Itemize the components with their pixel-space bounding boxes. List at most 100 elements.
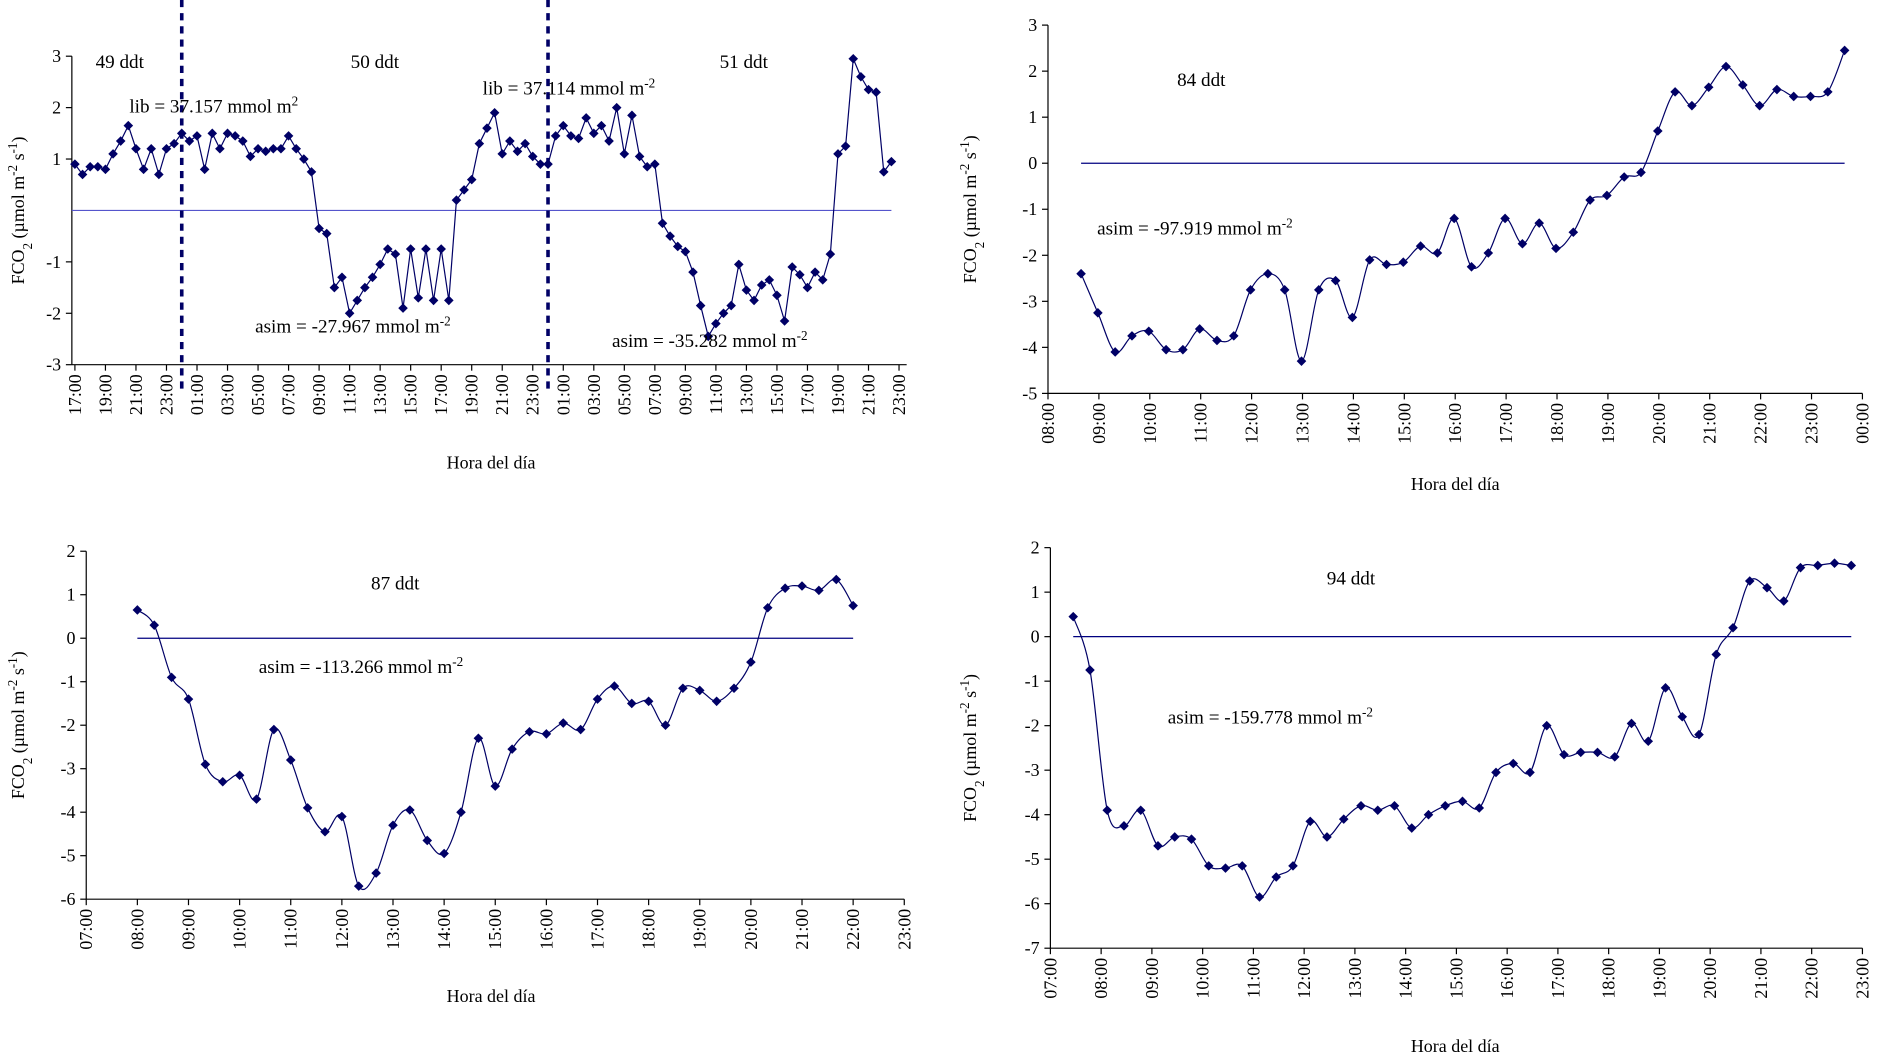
data-point: [733, 259, 744, 270]
data-point: [1754, 100, 1765, 111]
y-axis-title-part: (µmol m: [8, 176, 29, 243]
data-point: [1677, 711, 1688, 722]
data-point: [1330, 275, 1341, 286]
data-point: [456, 807, 466, 817]
y-axis-title-part: 2: [972, 780, 987, 787]
x-tick-label: 05:00: [614, 374, 634, 415]
data-point: [268, 143, 279, 154]
data-point: [817, 275, 828, 285]
x-tick-label: 17:00: [587, 909, 607, 950]
data-point: [1711, 649, 1722, 660]
data-point: [672, 241, 683, 252]
y-tick-label: -1: [1025, 671, 1040, 691]
data-point: [1449, 213, 1459, 224]
annotation-sup: -2: [1362, 704, 1373, 719]
data-point: [353, 881, 364, 891]
data-point: [634, 151, 645, 162]
y-axis-title-part: FCO: [8, 764, 28, 799]
annotation: asim = -159.778 mmol m-2: [1168, 704, 1373, 728]
x-tick-label: 20:00: [1649, 403, 1669, 444]
x-tick-label: 07:00: [1040, 958, 1060, 999]
x-tick-label: 21:00: [492, 374, 512, 415]
y-tick-label: 3: [52, 46, 61, 66]
annotation-text: 51 ddt: [720, 52, 769, 73]
data-point: [780, 583, 790, 593]
data-point: [619, 149, 630, 159]
annotation: 94 ddt: [1327, 569, 1376, 590]
data-point: [1500, 213, 1510, 224]
data-point: [1839, 45, 1850, 56]
data-point: [1127, 331, 1137, 341]
annotation-sup: -2: [440, 313, 451, 328]
annotation-text: 94 ddt: [1327, 569, 1376, 590]
data-point: [1169, 832, 1180, 842]
data-point: [1085, 665, 1095, 675]
x-tick-label: 15:00: [1394, 403, 1414, 444]
y-tick-label: -2: [46, 303, 61, 323]
data-point: [1643, 736, 1654, 747]
x-tick-label: 21:00: [858, 374, 878, 415]
y-axis-title-part: (µmol m: [8, 691, 29, 758]
y-axis-title-part: s: [8, 668, 28, 679]
y-axis-title-part: 2: [19, 758, 34, 765]
x-tick-label: 17:00: [431, 374, 451, 415]
y-axis-title-part: -2: [4, 680, 19, 691]
y-axis-title-part: 2: [19, 243, 34, 250]
data-point: [1670, 87, 1680, 97]
data-point: [70, 159, 80, 169]
data-point: [1203, 861, 1214, 871]
data-point: [321, 228, 332, 239]
x-tick-label: 11:00: [706, 374, 726, 414]
y-tick-label: 0: [66, 628, 75, 648]
y-axis-title-part: FCO: [960, 787, 980, 822]
data-point: [132, 605, 143, 615]
data-point: [1795, 562, 1806, 573]
data-point: [1194, 324, 1205, 334]
data-point: [1296, 356, 1307, 366]
data-point: [1254, 892, 1265, 902]
data-point: [611, 102, 622, 113]
x-tick-label: 21:00: [792, 909, 812, 950]
data-point: [444, 295, 454, 306]
y-axis-title: FCO2 (µmol m-2 s-1): [4, 136, 34, 284]
annotation-text: asim = -35.282 mmol m: [612, 331, 797, 352]
data-point: [764, 275, 775, 285]
x-tick-label: 15:00: [485, 909, 505, 950]
data-point: [1372, 805, 1383, 816]
data-point: [1660, 683, 1671, 693]
data-point: [1068, 611, 1079, 622]
x-tick-label: 19:00: [828, 374, 848, 415]
data-point: [524, 726, 535, 737]
y-axis-title-part: 2: [972, 242, 987, 249]
data-point: [871, 87, 881, 97]
annotation: 50 ddt: [351, 52, 400, 73]
y-tick-label: -4: [60, 802, 75, 822]
y-tick-label: 2: [66, 541, 75, 561]
annotation-sup: -2: [797, 327, 808, 342]
data-point: [131, 143, 141, 154]
x-tick-label: 10:00: [1193, 958, 1213, 999]
data-point: [541, 729, 552, 739]
data-point: [405, 244, 416, 254]
y-tick-label: -1: [1022, 199, 1037, 219]
data-point: [1076, 268, 1086, 279]
data-point: [222, 128, 233, 139]
data-point: [650, 159, 660, 169]
data-point: [1788, 91, 1799, 102]
data-point: [1457, 796, 1468, 807]
data-point: [1110, 347, 1120, 357]
data-point: [581, 113, 591, 123]
data-point: [1279, 285, 1290, 295]
x-tick-label: 17:00: [65, 374, 85, 415]
data-point: [382, 244, 393, 254]
x-tick-label: 12:00: [1242, 403, 1262, 444]
y-tick-label: -7: [1025, 938, 1040, 958]
y-tick-label: -5: [1025, 849, 1040, 869]
data-point: [176, 128, 187, 139]
annotation: asim = -35.282 mmol m-2: [612, 327, 808, 351]
y-axis-title-part: s: [8, 153, 28, 164]
data-point: [797, 581, 807, 591]
data-point: [1381, 259, 1392, 270]
x-tick-label: 09:00: [309, 374, 329, 415]
